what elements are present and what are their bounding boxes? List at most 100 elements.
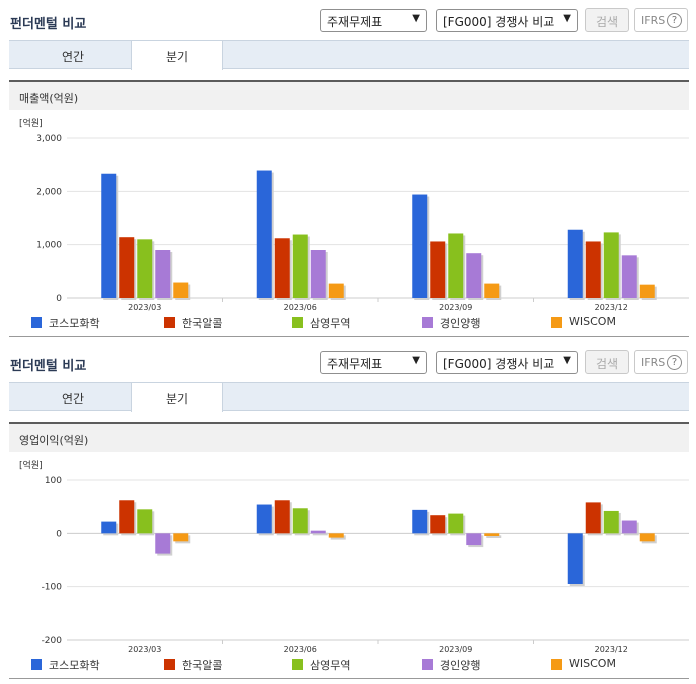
legend-swatch (292, 659, 303, 670)
bar[interactable] (621, 520, 637, 534)
ifrs-help-button[interactable]: IFRS ? (634, 8, 688, 32)
panel-sales: 펀더멘털 비교 주재무제표 ▼ [FG000] 경쟁사 비교 ▼ 검색 IFRS… (0, 0, 696, 337)
bar[interactable] (256, 170, 272, 298)
search-button[interactable]: 검색 (585, 8, 629, 32)
bar[interactable] (137, 239, 153, 298)
y-tick-label: 1,000 (36, 241, 62, 251)
peer-select[interactable]: [FG000] 경쟁사 비교 ▼ (436, 9, 578, 32)
y-tick-label: 0 (56, 529, 62, 539)
bar[interactable] (466, 253, 482, 298)
bar[interactable] (328, 533, 344, 538)
tab-quarterly[interactable]: 분기 (131, 383, 223, 412)
peer-select[interactable]: [FG000] 경쟁사 비교 ▼ (436, 351, 578, 374)
legend-label: 경인양행 (440, 317, 481, 330)
bar[interactable] (603, 510, 619, 534)
legend-swatch (31, 317, 42, 328)
peer-select-value: [FG000] 경쟁사 비교 (443, 357, 555, 371)
x-tick-label: 2023/12 (595, 645, 628, 654)
bar[interactable] (585, 241, 601, 298)
panel-header: 펀더멘털 비교 주재무제표 ▼ [FG000] 경쟁사 비교 ▼ 검색 IFRS… (0, 0, 696, 40)
y-tick-label: 0 (56, 294, 62, 304)
help-icon: ? (667, 13, 682, 28)
bar-shadow (486, 535, 502, 538)
bar[interactable] (585, 502, 601, 534)
bar[interactable] (137, 509, 153, 534)
bar[interactable] (155, 250, 171, 298)
tab-annual[interactable]: 연간 (61, 50, 85, 64)
chart-legend: 코스모화학 한국알콜 삼영무역 경인양행 WISCOM (9, 315, 689, 333)
sales-chart-svg: [억원] 0 1,000 2,000 3,000 2023/03 2023/06 2023/0… (19, 117, 689, 312)
bar[interactable] (310, 250, 326, 298)
legend-swatch (292, 317, 303, 328)
statement-select[interactable]: 주재무제표 ▼ (320, 9, 427, 32)
chevron-down-icon: ▼ (412, 13, 420, 24)
bar[interactable] (274, 238, 290, 298)
tab-quarterly[interactable]: 분기 (131, 41, 223, 70)
statement-select[interactable]: 주재무제표 ▼ (320, 351, 427, 374)
bar[interactable] (292, 234, 308, 298)
ifrs-label: IFRS (641, 14, 666, 27)
panel-title: 펀더멘털 비교 (10, 17, 87, 32)
period-tabs: 연간 분기 (9, 40, 689, 70)
bar[interactable] (484, 533, 500, 536)
legend-swatch (551, 317, 562, 328)
x-tick-label: 2023/03 (128, 303, 161, 312)
bar[interactable] (412, 509, 428, 534)
ifrs-help-button[interactable]: IFRS ? (634, 350, 688, 374)
legend-label: 한국알콜 (182, 659, 223, 672)
legend-label: 삼영무역 (310, 317, 351, 330)
panel-operating-income: 펀더멘털 비교 주재무제표 ▼ [FG000] 경쟁사 비교 ▼ 검색 IFRS… (0, 342, 696, 684)
y-tick-label: 3,000 (36, 134, 62, 144)
legend-label: WISCOM (569, 657, 616, 670)
x-tick-label: 2023/03 (128, 645, 161, 654)
bar[interactable] (448, 233, 464, 298)
legend-label: 경인양행 (440, 659, 481, 672)
legend-label: WISCOM (569, 315, 616, 328)
legend-swatch (422, 659, 433, 670)
bar[interactable] (639, 533, 655, 542)
bar[interactable] (101, 173, 117, 298)
x-tick-label: 2023/09 (439, 645, 472, 654)
period-tabs: 연간 분기 (9, 382, 689, 412)
search-button[interactable]: 검색 (585, 350, 629, 374)
bar[interactable] (173, 533, 189, 542)
operating-income-chart: [억원] -200 -100 0 100 2023/03 2023/06 2023/09 202… (9, 454, 689, 679)
bar[interactable] (430, 241, 446, 298)
metric-header: 영업이익(억원) (9, 422, 689, 452)
bar[interactable] (621, 255, 637, 298)
legend-swatch (164, 659, 175, 670)
bar[interactable] (173, 282, 189, 298)
bar[interactable] (119, 237, 135, 298)
tab-annual[interactable]: 연간 (61, 392, 85, 406)
bar[interactable] (430, 515, 446, 534)
bar[interactable] (119, 500, 135, 534)
bar[interactable] (466, 533, 482, 546)
unit-label: [억원] (19, 117, 43, 129)
bar[interactable] (328, 283, 344, 298)
bar[interactable] (256, 504, 272, 534)
bar[interactable] (101, 521, 117, 534)
y-tick-label: -100 (42, 583, 63, 593)
metric-title: 매출액(억원) (19, 92, 79, 105)
statement-select-value: 주재무제표 (327, 15, 383, 29)
bar[interactable] (567, 533, 583, 584)
bar[interactable] (639, 284, 655, 298)
bar[interactable] (274, 500, 290, 534)
peer-select-value: [FG000] 경쟁사 비교 (443, 15, 555, 29)
bar[interactable] (155, 533, 171, 554)
bar[interactable] (310, 530, 326, 534)
x-tick-label: 2023/09 (439, 303, 472, 312)
chevron-down-icon: ▼ (563, 355, 571, 366)
legend-label: 코스모화학 (49, 317, 100, 330)
bar[interactable] (484, 283, 500, 298)
bar[interactable] (412, 194, 428, 298)
bar[interactable] (603, 232, 619, 298)
bar[interactable] (567, 229, 583, 298)
y-tick-label: -200 (42, 636, 63, 646)
panel-title: 펀더멘털 비교 (10, 359, 87, 374)
bar[interactable] (448, 513, 464, 534)
operating-income-chart-svg: [억원] -200 -100 0 100 2023/03 2023/06 2023/09 202… (19, 459, 689, 654)
metric-title: 영업이익(억원) (19, 434, 89, 447)
y-tick-label: 2,000 (36, 187, 62, 197)
bar[interactable] (292, 508, 308, 534)
